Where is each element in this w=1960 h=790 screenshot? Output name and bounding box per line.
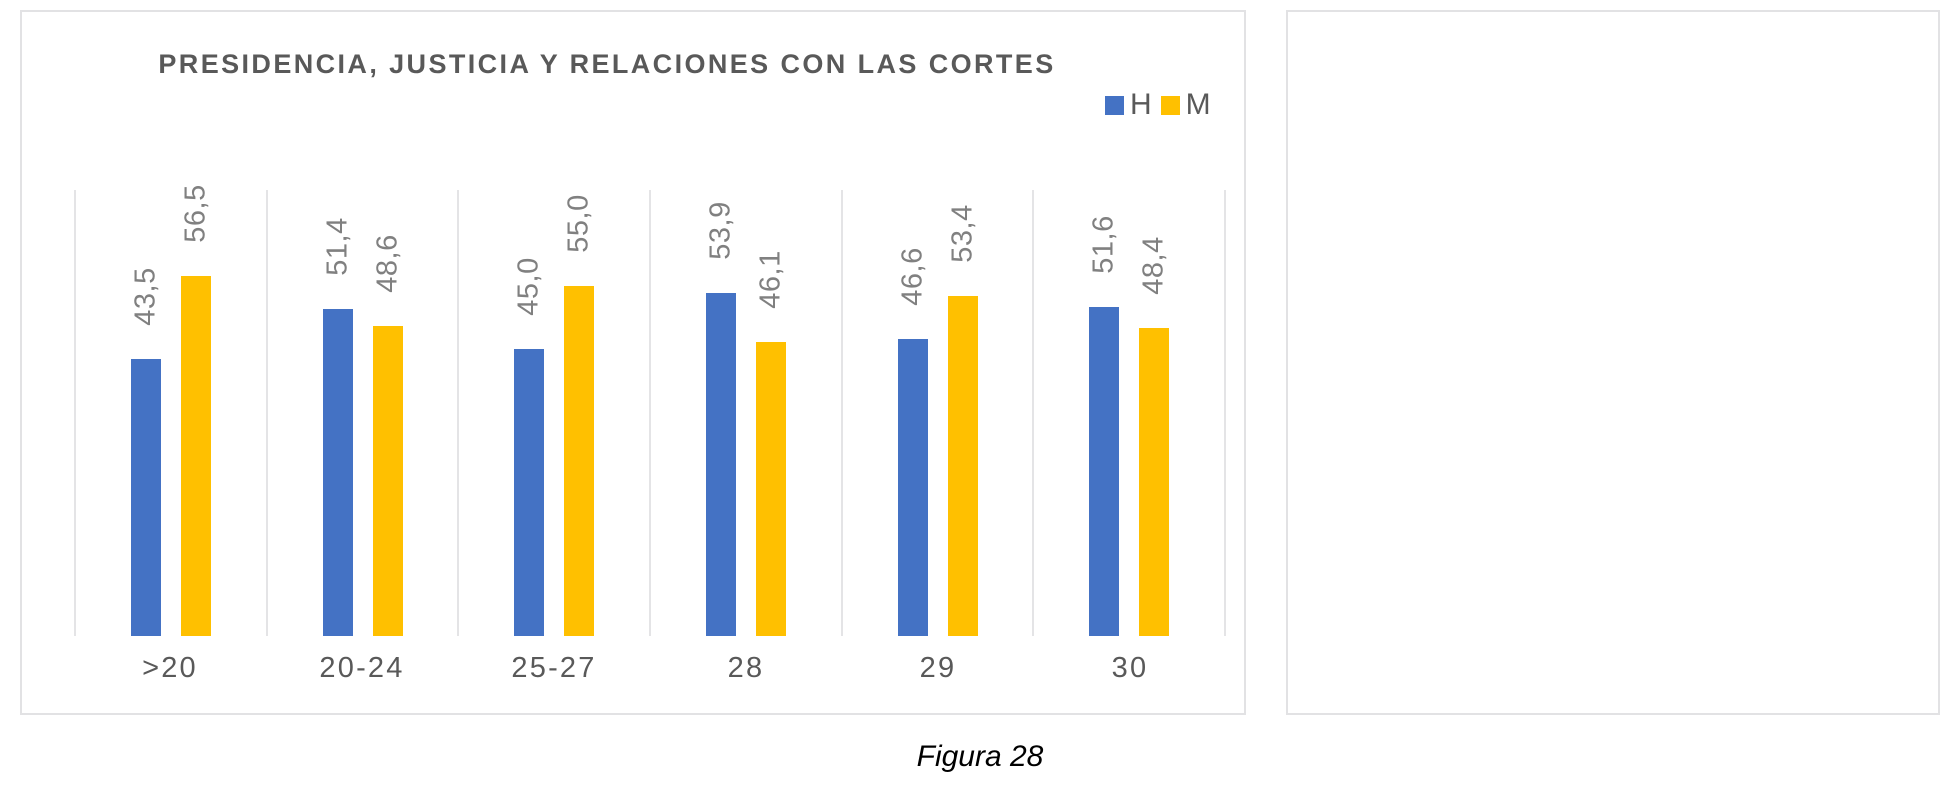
bar-wrap: 48,6 [371, 190, 403, 636]
bar-m[interactable] [564, 285, 595, 636]
bar-h[interactable] [705, 292, 736, 636]
bar-wrap: 51,4 [321, 190, 353, 636]
axis-tick-label: 20-24 [319, 652, 405, 684]
bar-value-label: 48,6 [371, 234, 403, 294]
bar-h[interactable] [514, 349, 545, 636]
bar-wrap: 51,6 [1087, 190, 1120, 636]
axis-tick-label: 25-27 [511, 652, 597, 684]
bar-value-label: 51,6 [1087, 215, 1120, 274]
bar-wrap: 56,5 [179, 184, 211, 636]
bar-m[interactable] [372, 326, 403, 636]
bar-h[interactable] [322, 308, 353, 636]
bar-chart-panel: PRESIDENCIA, JUSTICIA Y RELACIONES CON L… [20, 10, 1246, 715]
bar-wrap: 43,5 [129, 190, 162, 636]
bar-group: 51,6 48,4 [1032, 190, 1224, 636]
bar-wrap: 55,0 [562, 190, 595, 636]
bar-chart-legend: H M [1105, 90, 1211, 120]
bar-category-axis: >20 20-24 25-27 28 29 30 [74, 652, 1226, 685]
bar-m[interactable] [947, 295, 978, 636]
bar-group: 45,0 55,0 [457, 190, 649, 636]
bar-h[interactable] [897, 339, 928, 636]
bar-wrap: 46,6 [896, 190, 929, 636]
bar-wrap: 45,0 [512, 190, 545, 636]
bar-m[interactable] [755, 342, 786, 636]
axis-tick-label: 30 [1111, 652, 1149, 684]
bar-m[interactable] [180, 276, 211, 636]
bar-value-label: 55,0 [562, 193, 595, 253]
bar-value-label: 53,9 [704, 200, 737, 260]
bar-wrap: 53,9 [704, 190, 737, 636]
bar-value-label: 46,6 [896, 247, 929, 306]
legend-entry-m[interactable]: M [1160, 88, 1211, 121]
bar-group: 53,9 46,1 [649, 190, 841, 636]
bar-value-label: 45,0 [512, 257, 545, 317]
bar-wrap: 46,1 [754, 190, 787, 636]
bar-h[interactable] [1089, 307, 1120, 636]
bar-value-label: 56,5 [179, 184, 212, 243]
bar-group: 43,5 56,5 [76, 184, 266, 636]
bar-value-label: 51,4 [321, 216, 353, 276]
figure-caption: Figura 28 [916, 740, 1044, 773]
bar-plot-area: 43,5 56,5 51,4 48,6 45,0 55,0 53,9 46,1 46,6 53,4… [74, 184, 1226, 636]
bar-wrap: 48,4 [1137, 190, 1170, 636]
axis-tick-label: >20 [142, 652, 198, 684]
legend-label-m: M [1185, 88, 1211, 121]
bar-value-label: 48,4 [1137, 235, 1170, 295]
square-swatch-icon [1160, 95, 1180, 115]
square-swatch-icon [1105, 95, 1124, 115]
axis-tick-label: 28 [727, 652, 765, 684]
axis-tick-label: 29 [919, 652, 957, 684]
bar-group: 46,6 53,4 [840, 190, 1033, 636]
bar-wrap: 53,4 [946, 190, 979, 636]
bar-group: 51,4 48,6 [265, 190, 458, 636]
bar-chart-title: PRESIDENCIA, JUSTICIA Y RELACIONES CON L… [158, 49, 1056, 79]
bar-value-label: 53,4 [946, 204, 979, 263]
legend-label-h: H [1130, 88, 1152, 121]
bar-value-label: 46,1 [754, 250, 787, 310]
legend-entry-h[interactable]: H [1105, 90, 1152, 120]
bar-m[interactable] [1139, 327, 1170, 636]
pie-chart-panel: H M 50% 50% [1286, 10, 1940, 715]
bar-value-label: 43,5 [129, 267, 162, 326]
bar-h[interactable] [130, 358, 161, 636]
